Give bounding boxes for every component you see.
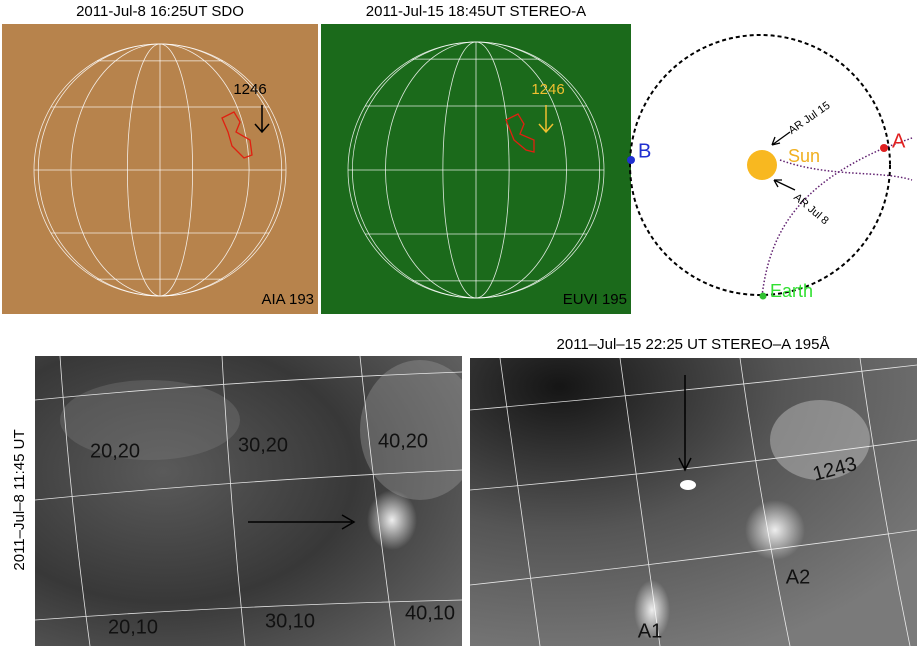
ar-label: AR Jul 15 (787, 100, 833, 137)
panel-title: 2011–Jul–15 22:25 UT STEREO–A 195Å (557, 336, 830, 353)
grid-label: 40,20 (378, 430, 428, 452)
grid-label: 40,10 (405, 602, 455, 624)
contour (221, 111, 253, 159)
arrow (773, 179, 796, 191)
grid-label: 20,20 (90, 440, 140, 462)
ar-label: AR Jul 8 (791, 191, 831, 227)
earth-label: Earth (770, 281, 813, 301)
sun (747, 150, 777, 180)
region-label: A2 (786, 566, 810, 588)
side-label: 2011–Jul–8 11:45 UT (11, 429, 28, 570)
spiral (761, 137, 913, 297)
instrument-label: AIA 193 (261, 291, 314, 308)
spiral (779, 159, 913, 181)
instrument-label: EUVI 195 (563, 291, 627, 308)
grid-label: 30,20 (238, 434, 288, 456)
euv-image (35, 356, 462, 646)
arrow (771, 131, 791, 146)
region-label: 1246 (531, 81, 564, 98)
region-label: 1246 (233, 81, 266, 98)
panel-title: 2011-Jul-15 18:45UT STEREO-A (366, 3, 586, 20)
region-label: A1 (638, 620, 662, 642)
a-label: A (892, 130, 906, 152)
grid-label: 30,10 (265, 610, 315, 632)
stereo-a (880, 144, 888, 152)
sun-label: Sun (788, 146, 820, 166)
contour (505, 113, 535, 153)
euv-image (470, 358, 917, 646)
earth (759, 292, 767, 300)
grid-label: 20,10 (108, 616, 158, 638)
solar-grid (347, 41, 605, 299)
panel-title: 2011-Jul-8 16:25UT SDO (76, 3, 244, 20)
solar-grid (33, 43, 287, 297)
arrow (538, 105, 554, 134)
b-label: B (638, 140, 651, 162)
stereo-b (627, 156, 635, 164)
arrow (254, 105, 270, 134)
